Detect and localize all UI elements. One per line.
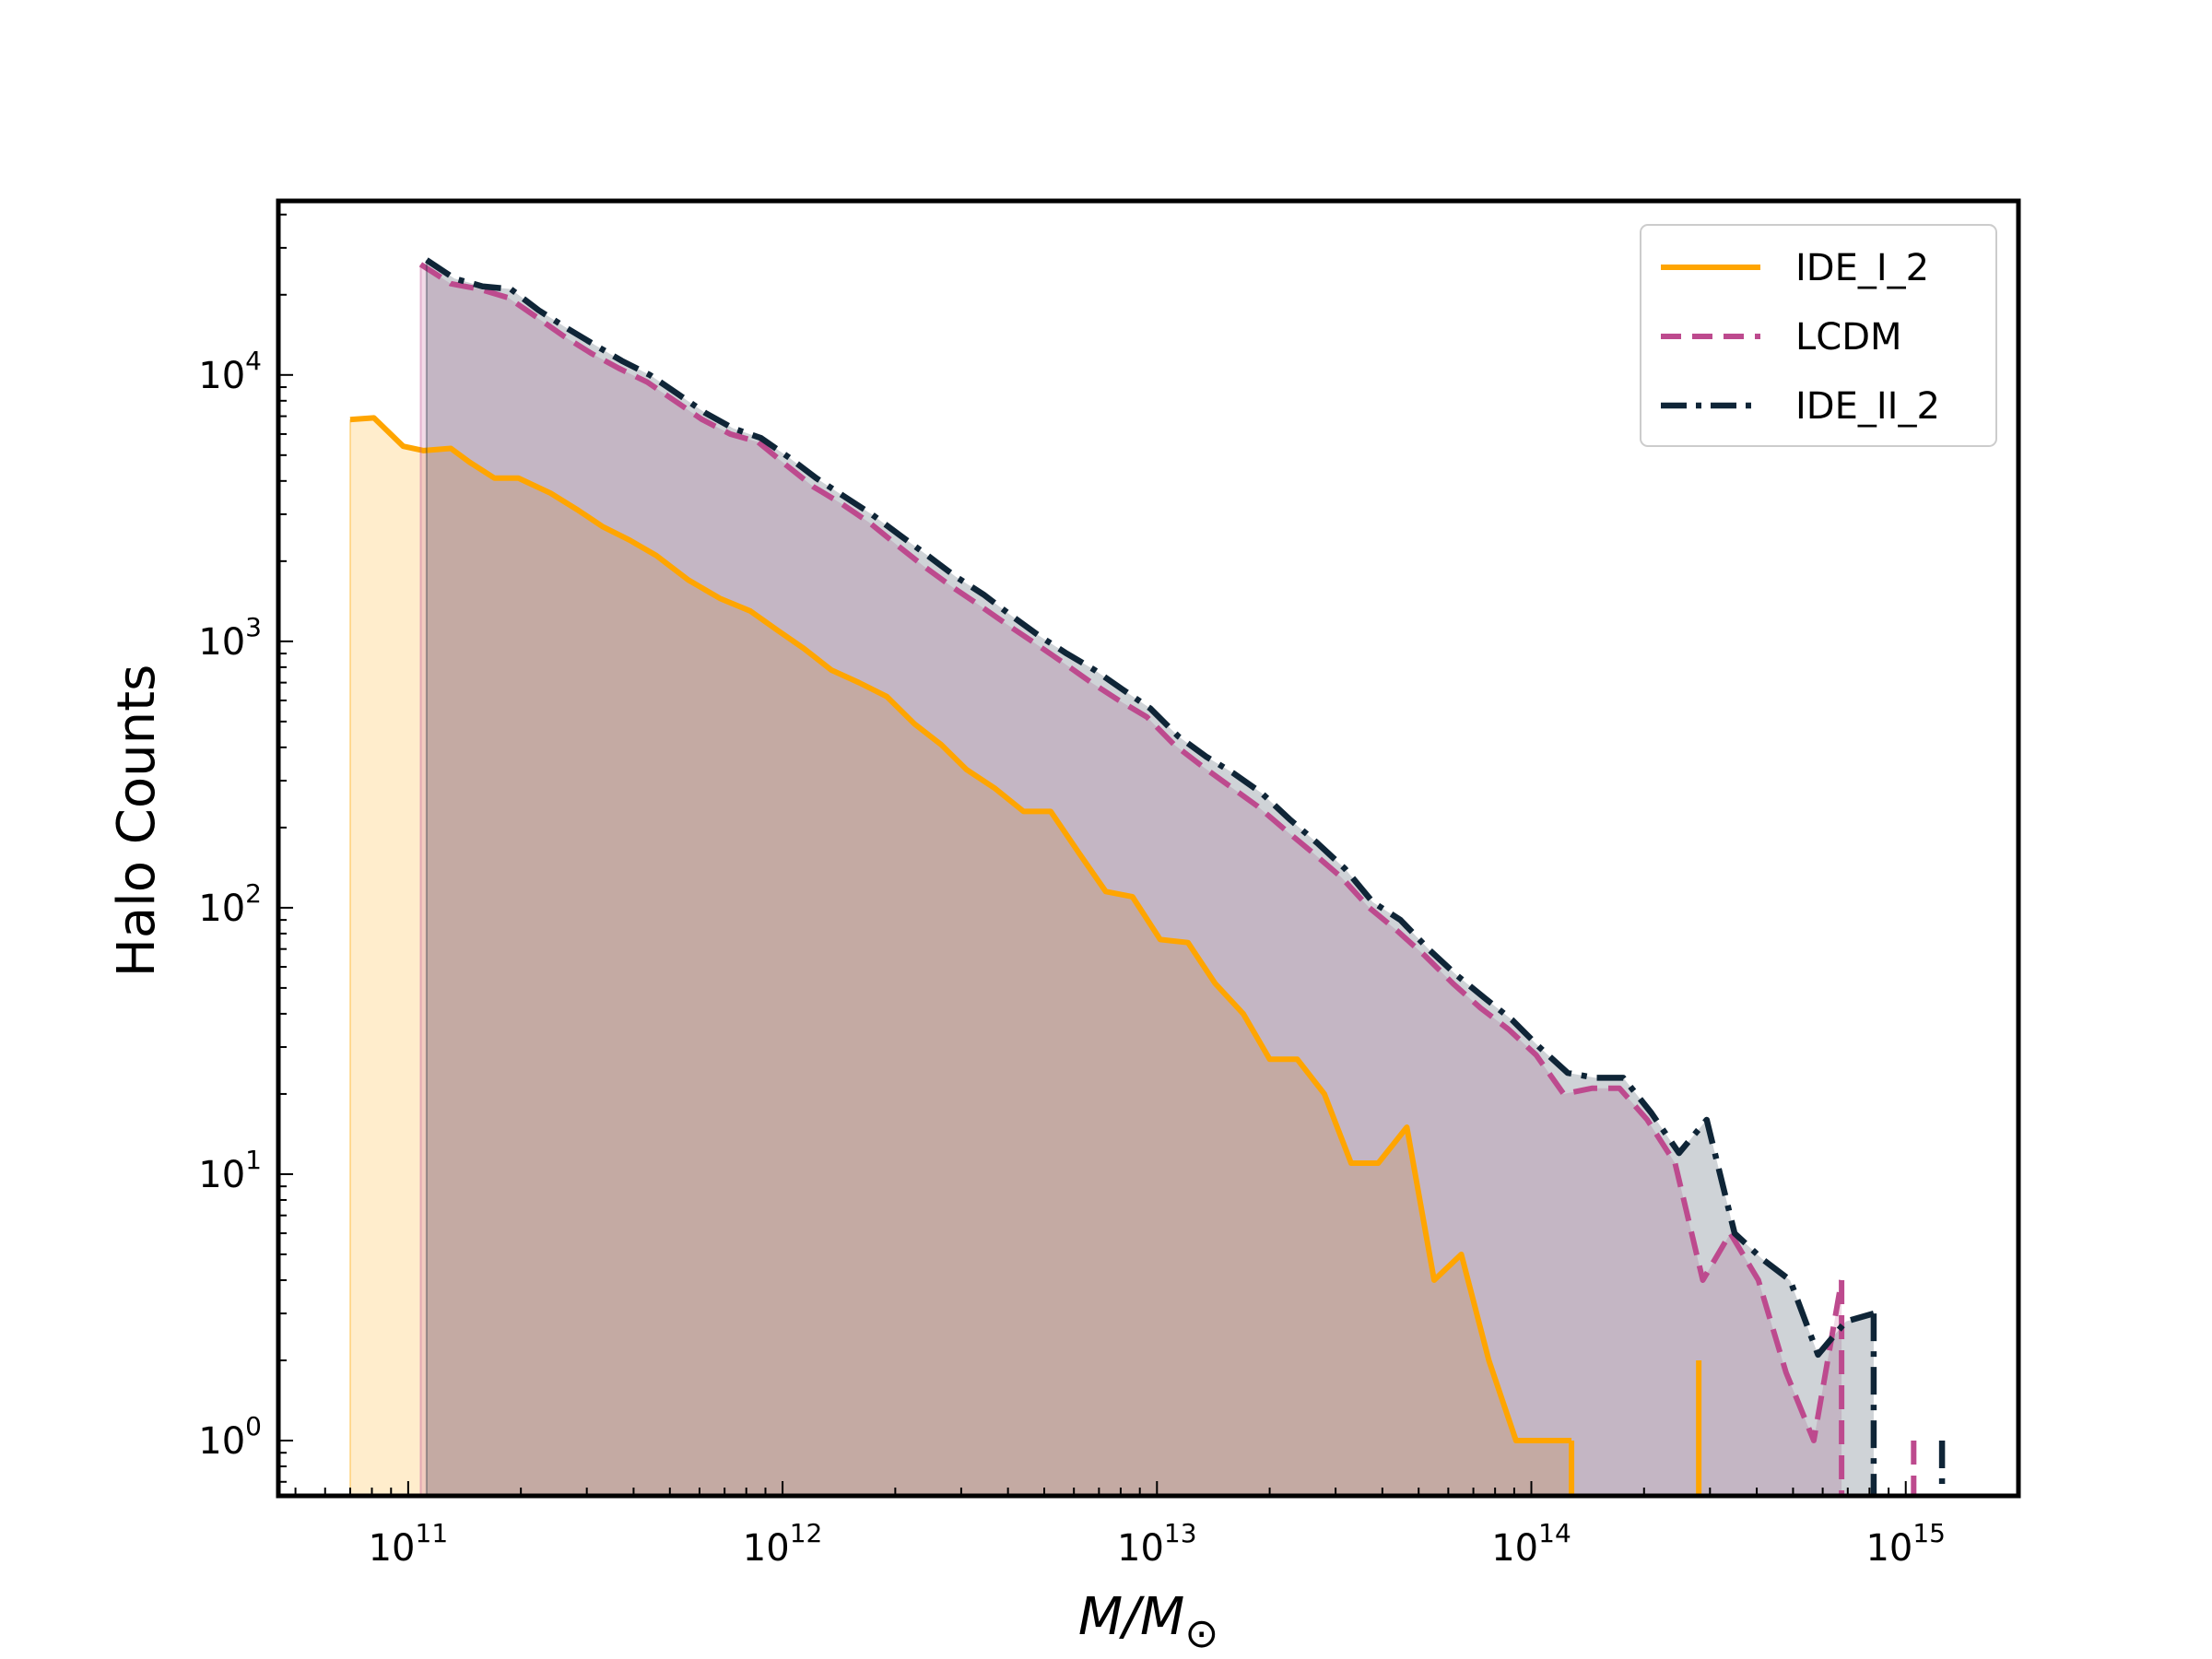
series-line-lcdm bbox=[418, 262, 1845, 1443]
tick-labels: 1011 1012 1013 1014 1015 100 101 102 103 104 bbox=[198, 346, 1946, 1570]
legend-label: IDE_II_2 bbox=[1795, 385, 1940, 428]
series-fills bbox=[349, 260, 1874, 1496]
axis-ticks bbox=[278, 213, 2019, 1496]
x-tick-label: 1014 bbox=[1491, 1518, 1571, 1570]
y-tick-label: 101 bbox=[198, 1145, 262, 1196]
y-tick-label: 100 bbox=[198, 1411, 262, 1463]
plot-frame bbox=[276, 198, 2021, 1499]
series-line-ide-i-2 bbox=[349, 415, 1572, 1443]
legend-label: IDE_I_2 bbox=[1795, 247, 1929, 289]
legend-label: LCDM bbox=[1795, 316, 1902, 359]
y-tick-label: 104 bbox=[198, 346, 262, 397]
x-tick-label: 1012 bbox=[743, 1518, 823, 1570]
legend: IDE_I_2 LCDM IDE_II_2 bbox=[1640, 224, 1997, 447]
series-lines bbox=[348, 257, 1946, 1496]
y-tick-label: 102 bbox=[198, 878, 262, 930]
series-fill-ide-i-2 bbox=[349, 418, 1572, 1496]
legend-box bbox=[1640, 224, 1997, 447]
x-tick-label: 1011 bbox=[369, 1518, 449, 1570]
series-fill-lcdm bbox=[420, 264, 1842, 1496]
y-tick-label: 103 bbox=[198, 612, 262, 664]
x-tick-label: 1015 bbox=[1865, 1518, 1946, 1570]
series-line-ide-ii-2 bbox=[425, 257, 1875, 1359]
series-fill-ide-ii-2 bbox=[426, 260, 1874, 1496]
x-axis-label-main: M/M bbox=[1078, 1587, 1185, 1647]
x-tick-label: 1013 bbox=[1117, 1518, 1197, 1570]
x-axis-label: M/M⊙ bbox=[1078, 1587, 1218, 1657]
y-axis-label: Halo Counts bbox=[107, 665, 167, 978]
x-axis-label-subscript: ⊙ bbox=[1184, 1610, 1218, 1657]
